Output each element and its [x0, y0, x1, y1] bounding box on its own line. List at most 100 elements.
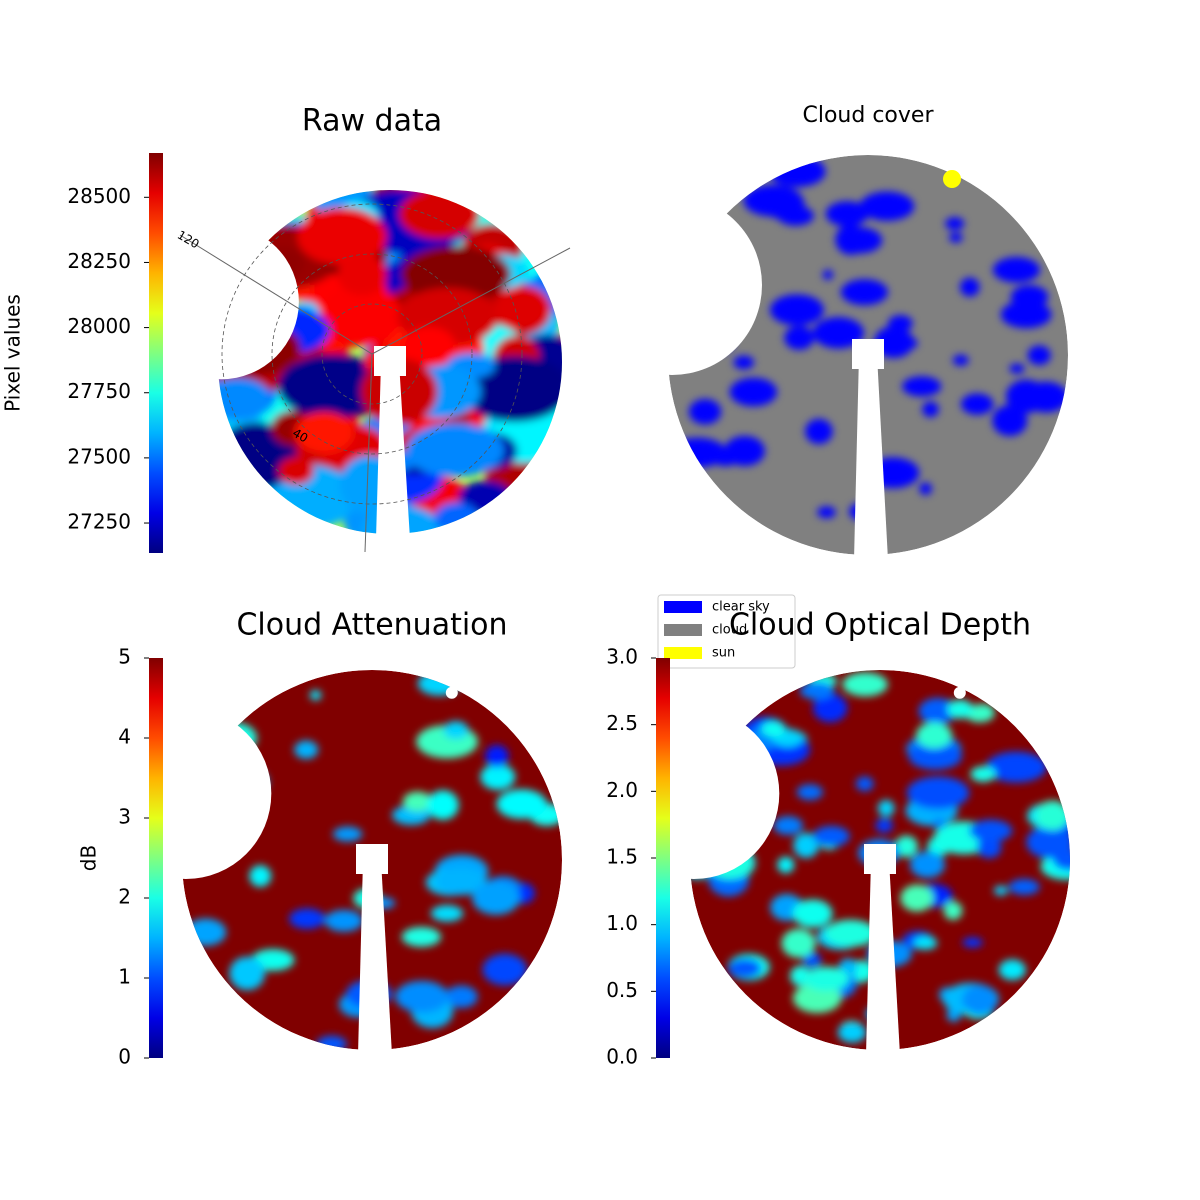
- colorbar-tick-label: 1: [118, 965, 131, 989]
- texture-blob: [337, 254, 387, 296]
- colorbar-tick-label: 1.0: [606, 911, 638, 935]
- texture-blob: [427, 790, 459, 820]
- texture-blob: [825, 201, 869, 227]
- legend-label: clear sky: [712, 600, 770, 615]
- texture-blob: [1027, 345, 1051, 366]
- texture-blob: [743, 184, 803, 217]
- texture-blob: [406, 423, 504, 478]
- texture-blob: [993, 885, 1008, 896]
- legend: clear sky cloud sun: [657, 594, 796, 669]
- colorbar-tick-label: 2.5: [606, 711, 638, 735]
- texture-blob: [249, 865, 272, 887]
- texture-blob: [817, 506, 836, 519]
- colorbar-label: Pixel values: [1, 294, 25, 412]
- texture-blob: [1009, 363, 1025, 374]
- texture-blob: [888, 315, 913, 332]
- colorbar-tick-label: 27250: [67, 510, 131, 534]
- texture-blob: [960, 277, 980, 297]
- texture-blob: [877, 799, 895, 817]
- texture-blob: [297, 207, 387, 266]
- texture-blob: [913, 936, 938, 950]
- texture-blob: [998, 959, 1026, 981]
- polar-spoke: [371, 247, 571, 355]
- texture-blob: [970, 766, 996, 782]
- texture-blob: [962, 984, 998, 1016]
- colorbar: [656, 658, 670, 1058]
- colorbar-tick-label: 4: [118, 725, 131, 749]
- texture-blob: [992, 405, 1028, 437]
- texture-blob: [727, 958, 762, 979]
- chart-title: Cloud Attenuation: [236, 608, 507, 643]
- mask-center: [864, 844, 896, 874]
- texture-blob: [922, 401, 939, 418]
- colorbar-tick-label: 27750: [67, 379, 131, 403]
- texture-blob: [900, 884, 934, 912]
- texture-blob: [909, 851, 945, 879]
- colorbar-tick-label: 0: [118, 1045, 131, 1069]
- texture-blob: [840, 279, 889, 306]
- texture-blob: [952, 354, 969, 366]
- colorbar-tick-label: 27500: [67, 444, 131, 468]
- colorbar-tick-label: 3.0: [606, 645, 638, 669]
- texture-blob: [824, 919, 877, 947]
- panel: Raw data12040272502750027750280002825028…: [1, 104, 571, 553]
- texture-blob: [908, 742, 962, 770]
- texture-blob: [1010, 285, 1049, 309]
- texture-blob: [733, 355, 755, 370]
- texture-blob: [945, 217, 965, 231]
- colorbar-tick-label: 28000: [67, 314, 131, 338]
- texture-blob: [962, 937, 983, 948]
- colorbar-tick-label: 3: [118, 805, 131, 829]
- legend-swatch: [664, 624, 702, 636]
- mask-center: [852, 339, 884, 369]
- texture-blob: [444, 985, 478, 1009]
- texture-blob: [915, 722, 953, 749]
- texture-blob: [443, 721, 469, 739]
- colorbar-tick-label: 28250: [67, 249, 131, 273]
- texture-blob: [472, 881, 520, 915]
- texture-blob: [729, 377, 778, 407]
- texture-blob: [875, 818, 894, 833]
- texture-blob: [724, 435, 765, 467]
- texture-blob: [229, 956, 266, 991]
- texture-blob: [919, 482, 932, 495]
- texture-blob: [289, 908, 326, 929]
- mask-wedge: [866, 860, 900, 1055]
- texture-blob: [802, 952, 822, 968]
- texture-blob: [1026, 825, 1070, 859]
- texture-blob: [430, 904, 464, 922]
- texture-blob: [812, 693, 848, 723]
- mask-bite: [582, 195, 762, 375]
- texture-blob: [969, 819, 1013, 842]
- texture-blob: [402, 791, 433, 812]
- mask-wedge: [376, 362, 410, 539]
- texture-blob: [402, 326, 456, 367]
- texture-blob: [1023, 381, 1068, 413]
- texture-blob: [836, 227, 883, 254]
- sun-marker: [943, 170, 961, 188]
- colorbar-tick-label: 28500: [67, 184, 131, 208]
- texture-blob: [332, 826, 363, 842]
- texture-blob: [480, 763, 516, 790]
- texture-blob: [320, 285, 402, 346]
- texture-blob: [496, 789, 547, 819]
- texture-blob: [769, 294, 824, 326]
- polar-spoke: [179, 234, 373, 355]
- texture-blob: [781, 928, 816, 958]
- panel: Cloud Attenuation 0 1 2 3 4 5 dB: [77, 608, 562, 1069]
- colorbar: [149, 658, 163, 1058]
- texture-blob: [494, 286, 551, 330]
- texture-blob: [1000, 300, 1052, 329]
- texture-blob: [309, 689, 322, 701]
- texture-blob: [773, 816, 804, 835]
- texture-blob: [799, 682, 835, 700]
- texture-blob: [932, 818, 946, 829]
- texture-blob: [822, 269, 834, 280]
- texture-blob: [294, 411, 354, 454]
- colorbar-tick-label: 0.5: [606, 978, 638, 1002]
- texture-blob: [976, 836, 1002, 859]
- texture-blob: [434, 867, 487, 896]
- texture-blob: [688, 398, 722, 425]
- texture-blob: [943, 901, 963, 921]
